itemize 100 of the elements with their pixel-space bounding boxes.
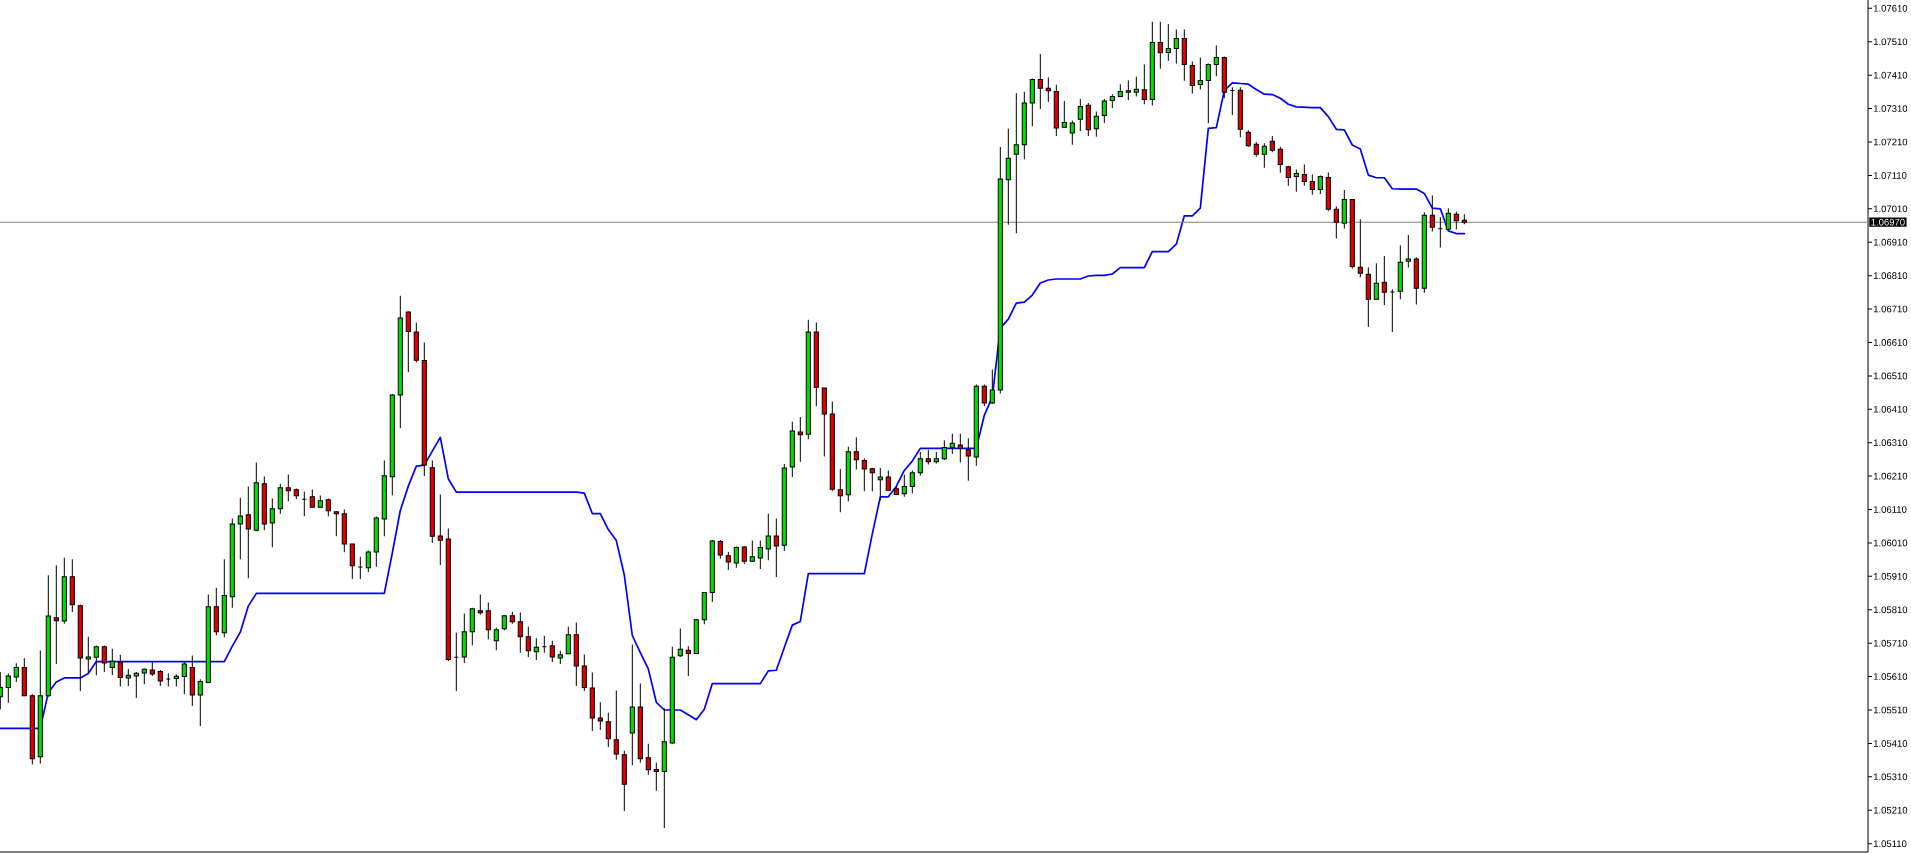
candlestick <box>1389 288 1395 333</box>
candlestick <box>853 436 859 470</box>
y-tick-label: 1.06810 <box>1873 272 1908 280</box>
candlestick <box>1261 142 1267 169</box>
candlestick <box>549 640 555 663</box>
candlestick <box>877 467 883 501</box>
y-tick-label: 1.06510 <box>1873 372 1908 380</box>
candlestick <box>5 673 11 704</box>
candlestick <box>277 483 283 515</box>
y-tick-label: 1.07010 <box>1873 205 1908 213</box>
y-tick-label: 1.05610 <box>1873 673 1908 680</box>
y-tick-label: 1.06010 <box>1873 539 1908 547</box>
candlestick <box>605 712 611 748</box>
y-tick-label: 1.07310 <box>1873 105 1908 112</box>
candlestick <box>165 672 171 688</box>
candlestick <box>909 469 915 494</box>
candlestick <box>349 543 355 580</box>
candlestick <box>53 564 59 665</box>
candlestick <box>1293 168 1299 193</box>
candlestick <box>989 369 995 405</box>
candlestick <box>1341 189 1347 230</box>
candlestick <box>653 762 659 792</box>
candlestick <box>1029 78 1035 127</box>
candlestick <box>1205 62 1211 124</box>
candlestick <box>517 611 523 654</box>
y-tick-label: 1.07110 <box>1873 172 1907 179</box>
y-tick-label: 1.05810 <box>1873 606 1908 614</box>
candlestick <box>1445 207 1451 232</box>
candlestick <box>565 626 571 655</box>
candlestick <box>717 539 723 560</box>
y-tick-label: 1.05410 <box>1873 740 1908 747</box>
candlestick <box>1197 56 1203 91</box>
candlestick <box>1061 100 1067 129</box>
y-tick-label: 1.06410 <box>1873 405 1908 413</box>
candlestick <box>861 457 867 492</box>
candlestick <box>677 627 683 658</box>
candlestick <box>757 540 763 570</box>
candlestick <box>181 661 187 695</box>
candlestick <box>197 678 203 727</box>
candlestick <box>85 636 91 675</box>
candlestick <box>965 437 971 482</box>
candlestick <box>949 433 955 455</box>
y-tick-label: 1.05710 <box>1873 639 1908 647</box>
candlestick <box>109 648 115 676</box>
candlestick <box>525 626 531 658</box>
candlestick <box>1173 28 1179 64</box>
y-tick-label: 1.05110 <box>1873 840 1907 848</box>
ref-line-label: 1.06970 <box>1871 218 1905 226</box>
candlestick <box>1437 216 1443 249</box>
candlestick <box>1405 234 1411 269</box>
candlestick <box>597 701 603 731</box>
candlestick <box>733 545 739 569</box>
candlestick <box>117 654 123 688</box>
candlestick <box>1157 21 1163 70</box>
candlestick <box>437 493 443 566</box>
y-tick-label: 1.06110 <box>1873 506 1907 513</box>
candlestick <box>917 451 923 476</box>
y-tick-label: 1.05310 <box>1873 773 1908 781</box>
y-tick-label: 1.07610 <box>1873 4 1908 12</box>
candlestick <box>837 468 843 513</box>
candlestick <box>901 474 907 498</box>
candlestick <box>245 485 251 579</box>
candlestick <box>485 601 491 640</box>
candlestick <box>1277 146 1283 174</box>
candlestick <box>797 416 803 463</box>
y-tick-label: 1.07210 <box>1873 138 1908 146</box>
candlestick <box>749 540 755 563</box>
y-tick-label: 1.06210 <box>1873 472 1908 480</box>
candlestick <box>1429 194 1435 233</box>
candlestick <box>1005 128 1011 226</box>
candlestick <box>1045 76 1051 103</box>
candlestick <box>1213 44 1219 77</box>
candlestick <box>773 518 779 578</box>
candlestick <box>469 607 475 646</box>
candlestick <box>405 310 411 373</box>
y-tick-label: 1.06710 <box>1873 305 1908 313</box>
candlestick <box>1069 120 1075 146</box>
y-tick-label: 1.06610 <box>1873 339 1908 346</box>
candlestick <box>477 593 483 616</box>
candlestick <box>269 498 275 548</box>
candlestick <box>133 671 139 699</box>
candlestick <box>725 551 731 571</box>
candlestick <box>285 473 291 502</box>
candlestick <box>1101 98 1107 124</box>
candlestick <box>981 384 987 407</box>
candlestick <box>581 654 587 692</box>
candlestick <box>493 627 499 651</box>
y-tick-label: 1.05210 <box>1873 806 1908 814</box>
candlestick <box>685 645 691 677</box>
candlestick <box>1317 174 1323 195</box>
candlestick <box>101 645 107 673</box>
candlestick <box>237 497 243 560</box>
y-tick-label: 1.06310 <box>1873 439 1908 447</box>
candlestick <box>645 743 651 776</box>
candlestick <box>1333 205 1339 240</box>
candlestick <box>1309 173 1315 196</box>
y-tick-label: 1.05510 <box>1873 706 1908 714</box>
candlestick <box>1189 60 1195 95</box>
candlestick <box>1013 92 1019 234</box>
candlestick <box>1141 63 1147 105</box>
